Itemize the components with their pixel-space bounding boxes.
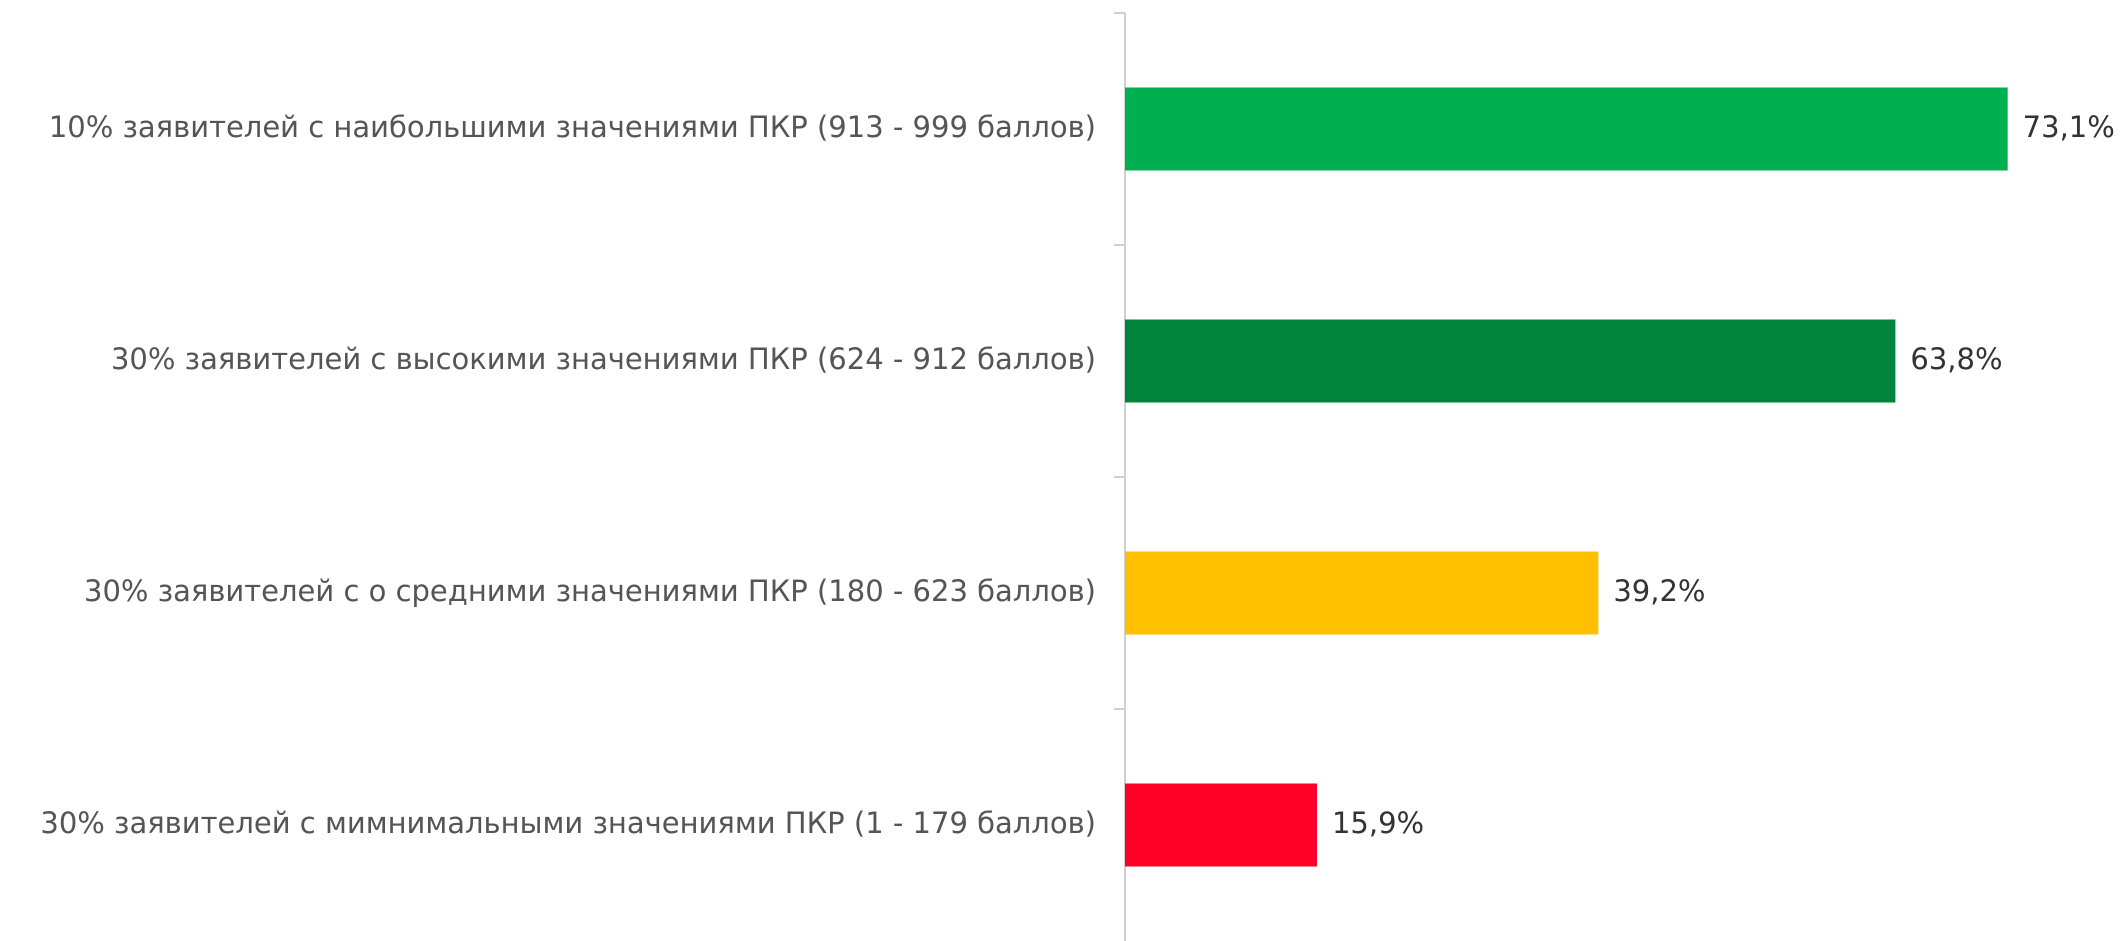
value-label: 63,8% [1910,342,2002,376]
value-label: 39,2% [1613,574,1705,608]
bar [1125,319,1896,403]
bar [1125,87,2008,171]
bar [1125,783,1317,867]
y-tick-label: 30% заявителей с высокими значениями ПКР… [111,342,1096,376]
value-label: 73,1% [2023,110,2115,144]
value-label: 15,9% [1332,806,1424,840]
bar [1125,551,1599,635]
y-tick-label: 10% заявителей с наибольшими значениями … [49,110,1096,144]
y-tick-label: 30% заявителей с мимнимальными значениям… [40,806,1096,840]
y-tick-label: 30% заявителей с о средними значениями П… [84,574,1096,608]
